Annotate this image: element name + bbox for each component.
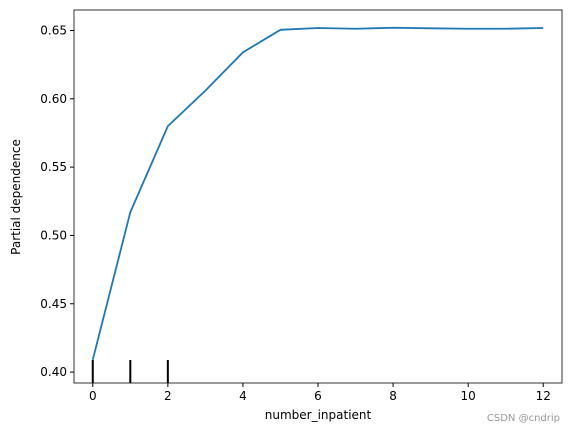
y-tick-label: 0.50 [40,228,67,242]
watermark: CSDN @cndrip [487,413,560,424]
y-tick-label: 0.45 [40,297,67,311]
x-axis-label: number_inpatient [265,408,372,422]
y-tick-label: 0.65 [40,23,67,37]
pd-line [91,26,544,360]
axes-frame [73,9,563,384]
x-tick-label: 0 [89,389,97,403]
x-tick-label: 4 [239,389,247,403]
x-tick-label: 6 [314,389,322,403]
y-axis-label: Partial dependence [9,139,23,255]
x-tick-label: 10 [461,389,476,403]
x-tick-label: 2 [164,389,172,403]
y-tick-label: 0.40 [40,365,67,379]
y-tick-label: 0.60 [40,92,67,106]
y-tick-label: 0.55 [40,160,67,174]
x-tick-label: 12 [536,389,551,403]
x-tick-label: 8 [389,389,397,403]
